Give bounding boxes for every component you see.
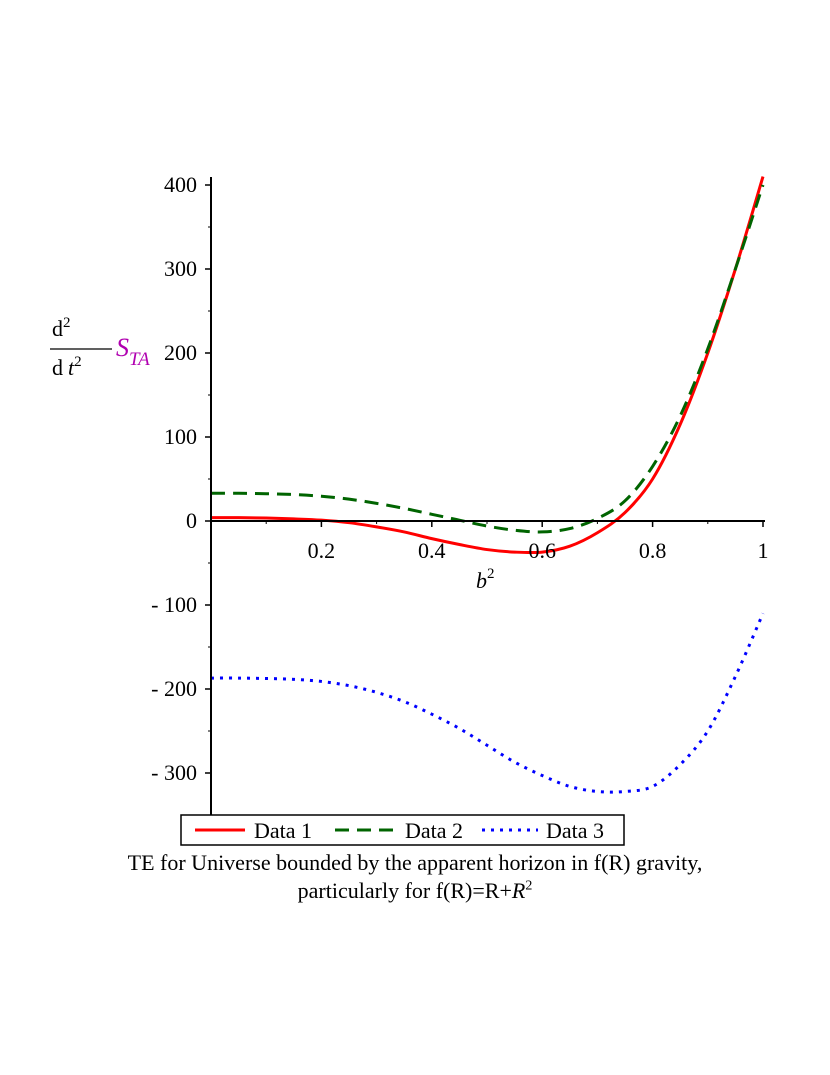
- series-line-data-3: [210, 612, 765, 794]
- legend-box: [180, 814, 625, 846]
- x-tick-label: 0.8: [639, 538, 667, 563]
- series-line-data-1: [210, 176, 765, 555]
- caption-line-1: TE for Universe bounded by the apparent …: [127, 850, 703, 875]
- series-line-data-2: [210, 184, 765, 534]
- y-tick-label: 300: [164, 256, 197, 281]
- y-tick-label: 100: [164, 424, 197, 449]
- svg-text:dt2: d t2: [52, 354, 82, 380]
- y-tick-label: - 100: [151, 592, 197, 617]
- x-axis-label: b2: [476, 566, 495, 593]
- caption-line-2: particularly for f(R)=R+R2: [0, 878, 830, 904]
- svg-text:d2: d2: [52, 315, 71, 341]
- x-tick-label: 0.4: [418, 538, 446, 563]
- caption-line-2-sup: 2: [525, 878, 533, 894]
- y-tick-label: 400: [164, 172, 197, 197]
- legend-label-data-3: Data 3: [546, 818, 604, 843]
- y-tick-label: - 200: [151, 676, 197, 701]
- plot-area: [210, 176, 765, 794]
- x-tick-label: 0.6: [528, 538, 556, 563]
- axes: [210, 177, 765, 815]
- ticks: 400 300 200 100 0 - 100 - 200 - 300 0.2 0.4 0.6 0.8…: [151, 172, 768, 785]
- x-tick-label: 1: [758, 538, 769, 563]
- caption-line-2-var: R: [511, 878, 526, 903]
- y-tick-label: 0: [186, 508, 197, 533]
- legend: Data 1 Data 2 Data 3: [180, 814, 625, 846]
- y-tick-label: 200: [164, 340, 197, 365]
- svg-text:STA: STA: [116, 333, 150, 370]
- x-tick-label: 0.2: [308, 538, 336, 563]
- legend-label-data-2: Data 2: [405, 818, 463, 843]
- y-axis-label: d2 d t2 STA: [50, 315, 150, 380]
- legend-label-data-1: Data 1: [254, 818, 312, 843]
- y-tick-label: - 300: [151, 760, 197, 785]
- caption-line-2-prefix: particularly for f(R)=R+: [297, 878, 512, 903]
